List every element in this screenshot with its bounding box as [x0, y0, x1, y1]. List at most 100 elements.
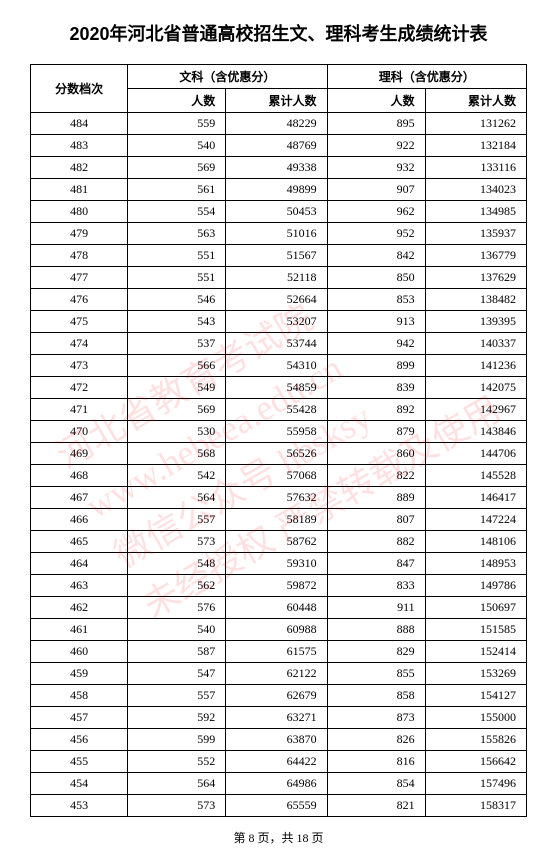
- cell-score: 461: [31, 619, 128, 641]
- cell-sc-count: 829: [327, 641, 425, 663]
- table-row: 46257660448911150697: [31, 597, 527, 619]
- cell-la-count: 530: [128, 421, 226, 443]
- cell-la-count: 551: [128, 267, 226, 289]
- cell-sc-cumulative: 143846: [425, 421, 526, 443]
- cell-sc-count: 854: [327, 773, 425, 795]
- table-row: 48455948229895131262: [31, 113, 527, 135]
- cell-sc-count: 853: [327, 289, 425, 311]
- cell-sc-cumulative: 157496: [425, 773, 526, 795]
- cell-la-count: 562: [128, 575, 226, 597]
- table-row: 47855151567842136779: [31, 245, 527, 267]
- cell-la-cumulative: 57068: [226, 465, 327, 487]
- cell-la-count: 540: [128, 619, 226, 641]
- score-table: 分数档次 文科（含优惠分） 理科（含优惠分） 人数 累计人数 人数 累计人数 4…: [30, 64, 527, 817]
- cell-la-count: 592: [128, 707, 226, 729]
- cell-sc-cumulative: 138482: [425, 289, 526, 311]
- cell-sc-cumulative: 141236: [425, 355, 526, 377]
- cell-score: 469: [31, 443, 128, 465]
- cell-sc-cumulative: 154127: [425, 685, 526, 707]
- cell-sc-cumulative: 134985: [425, 201, 526, 223]
- cell-sc-cumulative: 146417: [425, 487, 526, 509]
- cell-sc-cumulative: 152414: [425, 641, 526, 663]
- cell-sc-cumulative: 131262: [425, 113, 526, 135]
- cell-la-cumulative: 58762: [226, 531, 327, 553]
- cell-sc-cumulative: 144706: [425, 443, 526, 465]
- table-row: 45954762122855153269: [31, 663, 527, 685]
- cell-la-cumulative: 62122: [226, 663, 327, 685]
- cell-la-count: 587: [128, 641, 226, 663]
- cell-sc-count: 873: [327, 707, 425, 729]
- cell-score: 467: [31, 487, 128, 509]
- table-row: 48156149899907134023: [31, 179, 527, 201]
- cell-la-count: 546: [128, 289, 226, 311]
- cell-la-count: 576: [128, 597, 226, 619]
- table-row: 45555264422816156642: [31, 751, 527, 773]
- cell-la-cumulative: 59310: [226, 553, 327, 575]
- table-row: 47053055958879143846: [31, 421, 527, 443]
- cell-la-count: 554: [128, 201, 226, 223]
- page-title: 2020年河北省普通高校招生文、理科考生成绩统计表: [30, 20, 527, 46]
- cell-la-count: 551: [128, 245, 226, 267]
- cell-la-cumulative: 48229: [226, 113, 327, 135]
- cell-score: 473: [31, 355, 128, 377]
- table-row: 46854257068822145528: [31, 465, 527, 487]
- cell-score: 458: [31, 685, 128, 707]
- cell-la-count: 561: [128, 179, 226, 201]
- table-row: 46655758189807147224: [31, 509, 527, 531]
- cell-score: 480: [31, 201, 128, 223]
- cell-score: 463: [31, 575, 128, 597]
- cell-la-cumulative: 58189: [226, 509, 327, 531]
- table-row: 46454859310847148953: [31, 553, 527, 575]
- cell-la-cumulative: 52118: [226, 267, 327, 289]
- table-row: 47453753744942140337: [31, 333, 527, 355]
- cell-sc-cumulative: 150697: [425, 597, 526, 619]
- table-row: 45456464986854157496: [31, 773, 527, 795]
- table-row: 48256949338932133116: [31, 157, 527, 179]
- cell-sc-cumulative: 153269: [425, 663, 526, 685]
- cell-score: 476: [31, 289, 128, 311]
- cell-sc-cumulative: 137629: [425, 267, 526, 289]
- cell-la-count: 559: [128, 113, 226, 135]
- cell-sc-count: 860: [327, 443, 425, 465]
- cell-la-count: 548: [128, 553, 226, 575]
- cell-sc-count: 907: [327, 179, 425, 201]
- cell-la-cumulative: 65559: [226, 795, 327, 817]
- table-row: 46154060988888151585: [31, 619, 527, 641]
- cell-score: 464: [31, 553, 128, 575]
- cell-la-cumulative: 64422: [226, 751, 327, 773]
- cell-la-count: 557: [128, 685, 226, 707]
- cell-score: 453: [31, 795, 128, 817]
- cell-la-count: 599: [128, 729, 226, 751]
- cell-la-cumulative: 63271: [226, 707, 327, 729]
- cell-la-cumulative: 53207: [226, 311, 327, 333]
- header-sc-cumulative: 累计人数: [425, 89, 526, 113]
- table-body: 4845594822989513126248354048769922132184…: [31, 113, 527, 817]
- cell-sc-cumulative: 151585: [425, 619, 526, 641]
- table-row: 45659963870826155826: [31, 729, 527, 751]
- cell-la-cumulative: 55428: [226, 399, 327, 421]
- cell-la-count: 569: [128, 157, 226, 179]
- cell-sc-cumulative: 156642: [425, 751, 526, 773]
- cell-score: 477: [31, 267, 128, 289]
- table-row: 45357365559821158317: [31, 795, 527, 817]
- cell-la-count: 564: [128, 487, 226, 509]
- cell-sc-cumulative: 142075: [425, 377, 526, 399]
- cell-sc-count: 850: [327, 267, 425, 289]
- cell-sc-count: 922: [327, 135, 425, 157]
- cell-la-count: 568: [128, 443, 226, 465]
- cell-sc-count: 879: [327, 421, 425, 443]
- cell-la-count: 564: [128, 773, 226, 795]
- cell-sc-cumulative: 149786: [425, 575, 526, 597]
- cell-la-cumulative: 57632: [226, 487, 327, 509]
- header-la-cumulative: 累计人数: [226, 89, 327, 113]
- page-footer: 第 8 页，共 18 页: [30, 829, 527, 846]
- cell-score: 460: [31, 641, 128, 663]
- cell-sc-cumulative: 155000: [425, 707, 526, 729]
- cell-la-count: 542: [128, 465, 226, 487]
- table-row: 46356259872833149786: [31, 575, 527, 597]
- cell-la-cumulative: 62679: [226, 685, 327, 707]
- cell-sc-count: 882: [327, 531, 425, 553]
- cell-sc-cumulative: 145528: [425, 465, 526, 487]
- table-row: 47554353207913139395: [31, 311, 527, 333]
- cell-la-cumulative: 51567: [226, 245, 327, 267]
